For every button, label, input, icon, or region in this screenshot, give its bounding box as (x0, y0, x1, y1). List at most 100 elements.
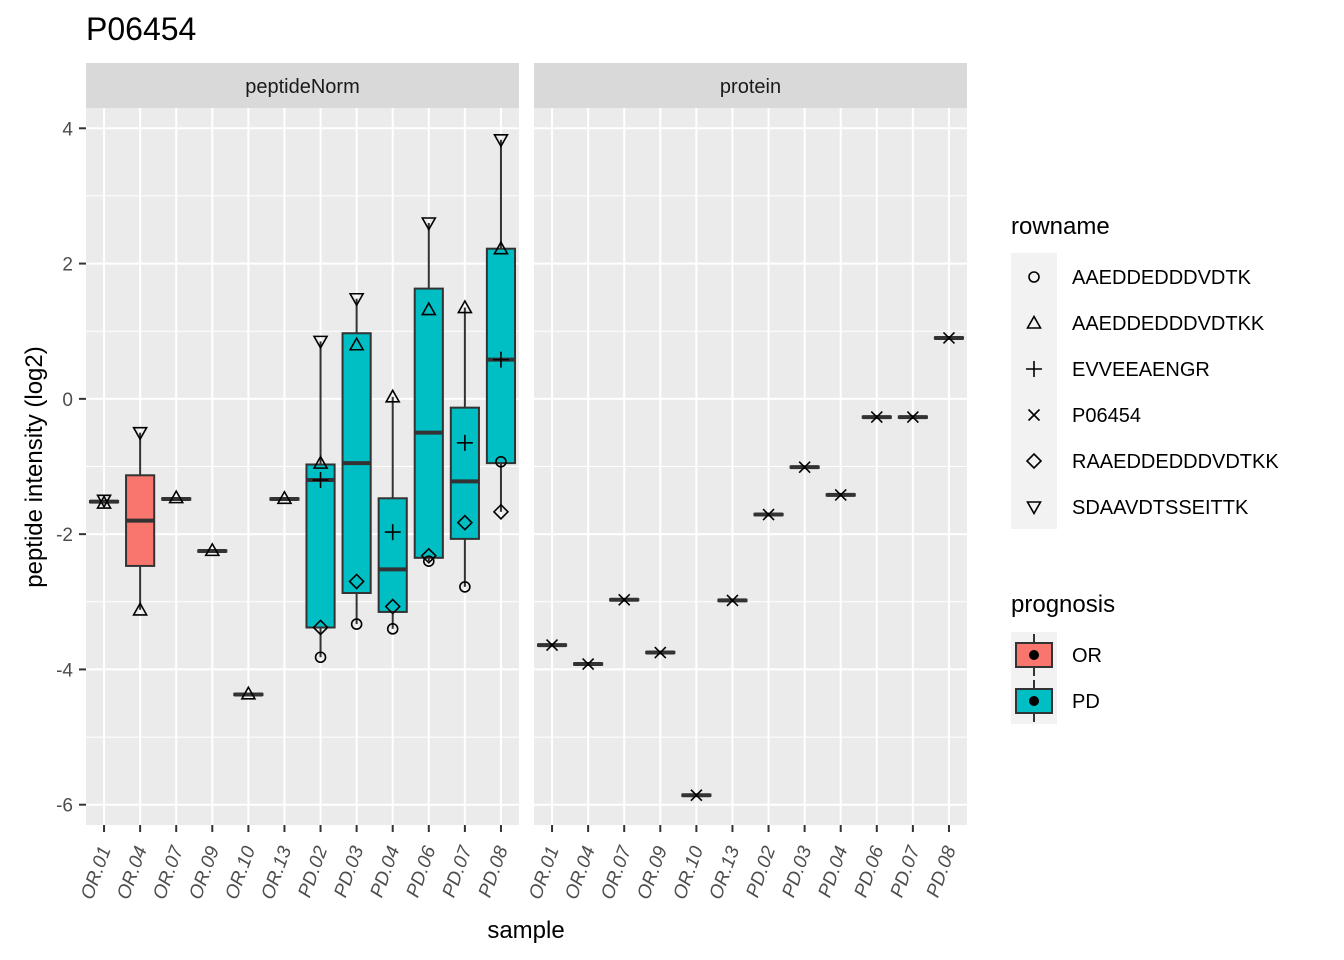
legend-prognosis-label: OR (1072, 645, 1102, 667)
x-tick-label: PD.02 (294, 843, 332, 900)
point-PD.08 (942, 331, 956, 345)
point-PD.04 (834, 488, 847, 501)
triangle-icon (1026, 314, 1042, 329)
point-PD.08 (493, 133, 509, 148)
point-PD.03 (350, 618, 363, 630)
legend-prognosis-title: prognosis (1011, 591, 1115, 618)
legend-key-OR (1011, 632, 1057, 678)
x-tick-label: OR.09 (185, 843, 224, 902)
x-tick-label: PD.02 (742, 843, 780, 900)
point-OR.07 (168, 489, 185, 504)
point-PD.08 (492, 351, 509, 368)
point-PD.06 (420, 301, 437, 316)
point-PD.06 (420, 217, 437, 232)
point-PD.02 (312, 335, 329, 350)
point-OR.01 (545, 639, 559, 652)
y-axis: -6 -4 -2 0 2 4 (56, 119, 86, 817)
point-PD.02 (762, 508, 775, 521)
box-OR.09 (197, 549, 228, 554)
box-body (449, 406, 480, 540)
facet-strip-label: protein (720, 76, 781, 98)
x-tick-label: PD.04 (815, 844, 853, 901)
legend-key-dot (1029, 650, 1039, 660)
x-tick-label: OR.07 (149, 842, 188, 902)
chart-title: P06454 (86, 11, 196, 47)
box-OR.01 (88, 499, 120, 504)
box-body (377, 497, 408, 613)
box-body (413, 287, 444, 559)
facet-strip-label: peptideNorm (245, 76, 360, 98)
plus-icon (1026, 361, 1042, 377)
point-PD.03 (348, 292, 365, 307)
x-tick-label: OR.04 (113, 844, 152, 903)
legend-prognosis-label: PD (1072, 691, 1100, 713)
point-PD.07 (459, 581, 471, 593)
x-tick-label: PD.04 (367, 844, 405, 901)
point-PD.04 (386, 623, 399, 635)
point-OR.13 (276, 490, 293, 505)
x-tick-label: PD.06 (851, 843, 889, 900)
legend-rowname: rowname AAEDDEDDDVDTK AAEDDEDDDVDTKK EVVEE… (1011, 213, 1279, 529)
point-PD.07 (906, 411, 919, 424)
point-OR.04 (132, 426, 148, 441)
x-tick-label: OR.13 (258, 843, 297, 902)
point-PD.04 (384, 524, 401, 541)
legend-rowname-label: EVVEEAENGR (1072, 359, 1210, 381)
y-tick-label: -6 (56, 796, 73, 817)
diamond-icon (1025, 452, 1043, 470)
box-OR.04 (125, 432, 156, 610)
legend-rowname-label: AAEDDEDDDVDTK (1072, 267, 1252, 289)
x-tick-label: OR.09 (633, 843, 672, 902)
point-PD.06 (870, 411, 883, 424)
point-PD.04 (384, 598, 401, 615)
y-tick-label: 2 (62, 255, 73, 276)
point-OR.09 (204, 542, 221, 557)
point-OR.07 (618, 593, 631, 606)
x-tick-label: OR.01 (77, 844, 116, 903)
x-axis-title: sample (487, 917, 564, 944)
box-body (305, 463, 336, 629)
legend-rowname-label: P06454 (1072, 405, 1141, 427)
y-tick-label: 0 (62, 390, 73, 411)
point-PD.06 (420, 547, 437, 564)
circle-icon (1028, 271, 1040, 283)
box-PD.04 (377, 396, 408, 629)
box-OR.13 (269, 496, 300, 501)
x-tick-label: OR.04 (561, 844, 600, 903)
point-PD.07 (456, 434, 473, 451)
panel-protein: proteinOR.01OR.04OR.07OR.09OR.10OR.13PD.… (525, 63, 967, 902)
x-tick-label: PD.08 (475, 843, 513, 900)
point-PD.02 (312, 472, 329, 489)
legend-key-PD (1011, 678, 1057, 724)
x-tick-label: PD.07 (887, 842, 925, 900)
triangle-down-icon (1026, 501, 1042, 516)
x-tick-label: PD.07 (439, 842, 477, 900)
plot-panels: peptideNormOR.01OR.04OR.07OR.09OR.10OR.1… (77, 63, 967, 902)
x-tick-label: OR.07 (597, 842, 636, 902)
point-OR.04 (582, 657, 595, 671)
point-PD.07 (456, 514, 474, 531)
point-PD.07 (457, 299, 473, 314)
x-tick-label: PD.06 (403, 843, 441, 900)
point-PD.06 (422, 555, 435, 567)
point-PD.03 (348, 336, 365, 351)
x-tick-label: PD.03 (779, 843, 817, 900)
point-PD.02 (312, 454, 329, 469)
point-PD.03 (348, 573, 365, 590)
box-OR.07 (161, 496, 192, 501)
y-axis-title: peptide intensity (log2) (21, 346, 48, 587)
box-PD.02 (305, 341, 336, 658)
legend-rowname-label: SDAAVDTSSEITTK (1072, 497, 1249, 519)
y-tick-label: 4 (62, 119, 73, 140)
legend-rowname-title: rowname (1011, 213, 1110, 240)
point-OR.13 (726, 594, 739, 607)
point-OR.01 (96, 494, 112, 509)
point-PD.08 (493, 240, 509, 255)
point-OR.09 (654, 646, 667, 659)
x-tick-label: OR.13 (706, 843, 745, 902)
box-OR.10 (233, 692, 264, 697)
point-PD.04 (384, 388, 401, 403)
legend-rowname-label: AAEDDEDDDVDTKK (1072, 313, 1265, 335)
point-PD.03 (798, 461, 811, 474)
legend-key-background (1011, 253, 1057, 529)
